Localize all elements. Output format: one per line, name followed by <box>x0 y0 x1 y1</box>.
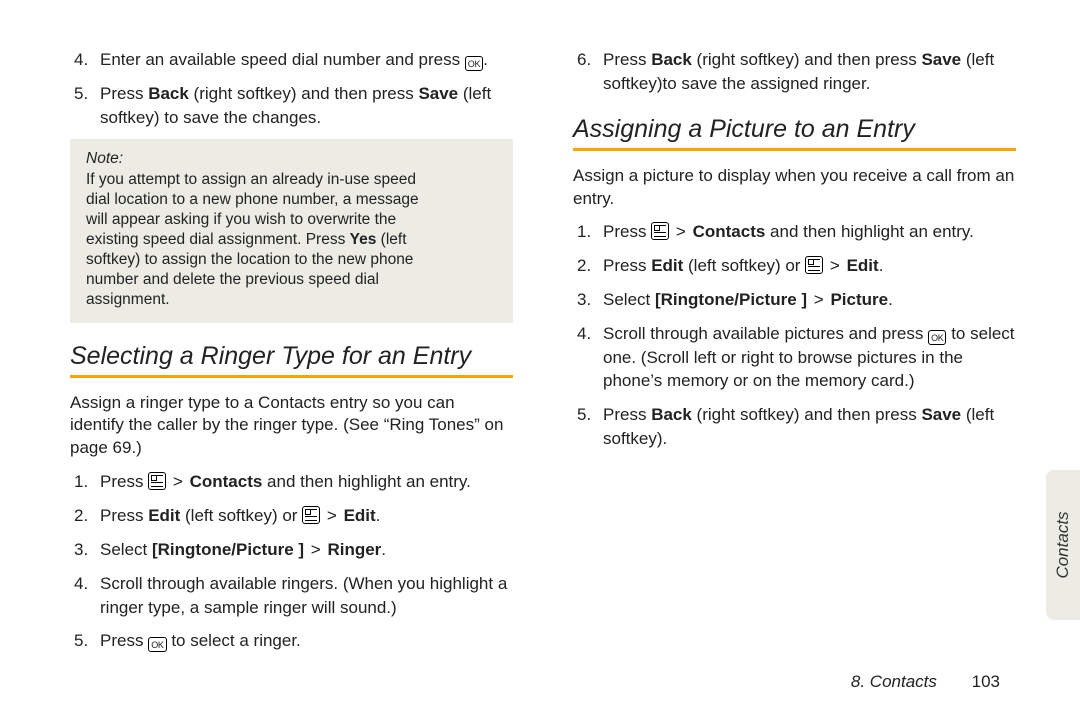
step-item: Select [Ringtone/Picture ] > Picture. <box>573 288 1016 312</box>
side-tab-contacts: Contacts <box>1046 470 1080 620</box>
step-item: Press Edit (left softkey) or > Edit. <box>70 504 513 528</box>
menu-key-icon <box>651 222 669 240</box>
picture-steps: Press > Contacts and then highlight an e… <box>573 220 1016 450</box>
step-item: Press Back (right softkey) and then pres… <box>70 82 513 130</box>
right-column: Press Back (right softkey) and then pres… <box>573 48 1016 680</box>
section-heading-ringer: Selecting a Ringer Type for an Entry <box>70 341 513 371</box>
footer-chapter: 8. Contacts <box>851 672 937 691</box>
step-item: Press Back (right softkey) and then pres… <box>573 48 1016 96</box>
step-item: Press > Contacts and then highlight an e… <box>573 220 1016 244</box>
step-item: Press Edit (left softkey) or > Edit. <box>573 254 1016 278</box>
step-item: Enter an available speed dial number and… <box>70 48 513 72</box>
heading-rule <box>70 375 513 378</box>
note-body: If you attempt to assign an already in-u… <box>86 170 443 311</box>
ok-key-icon: OK <box>465 56 483 71</box>
page: Enter an available speed dial number and… <box>0 0 1080 720</box>
picture-intro: Assign a picture to display when you rec… <box>573 165 1016 211</box>
menu-key-icon <box>148 472 166 490</box>
step-item: Select [Ringtone/Picture ] > Ringer. <box>70 538 513 562</box>
step-item: Scroll through available pictures and pr… <box>573 322 1016 393</box>
step-item: Press OK to select a ringer. <box>70 629 513 653</box>
ringer-intro: Assign a ringer type to a Contacts entry… <box>70 392 513 461</box>
ringer-steps: Press > Contacts and then highlight an e… <box>70 470 513 653</box>
note-box: Note: If you attempt to assign an alread… <box>70 139 513 322</box>
menu-key-icon <box>302 506 320 524</box>
right-top-steps: Press Back (right softkey) and then pres… <box>573 48 1016 96</box>
page-footer: 8. Contacts 103 <box>851 672 1000 692</box>
menu-key-icon <box>805 256 823 274</box>
footer-page-number: 103 <box>972 672 1000 691</box>
ok-key-icon: OK <box>928 330 946 345</box>
left-top-steps: Enter an available speed dial number and… <box>70 48 513 129</box>
section-heading-picture: Assigning a Picture to an Entry <box>573 114 1016 144</box>
left-column: Enter an available speed dial number and… <box>70 48 513 680</box>
step-item: Press Back (right softkey) and then pres… <box>573 403 1016 451</box>
side-tab-label: Contacts <box>1053 511 1073 578</box>
note-label: Note: <box>86 149 134 169</box>
step-item: Press > Contacts and then highlight an e… <box>70 470 513 494</box>
ok-key-icon: OK <box>148 637 166 652</box>
step-item: Scroll through available ringers. (When … <box>70 572 513 620</box>
heading-rule <box>573 148 1016 151</box>
